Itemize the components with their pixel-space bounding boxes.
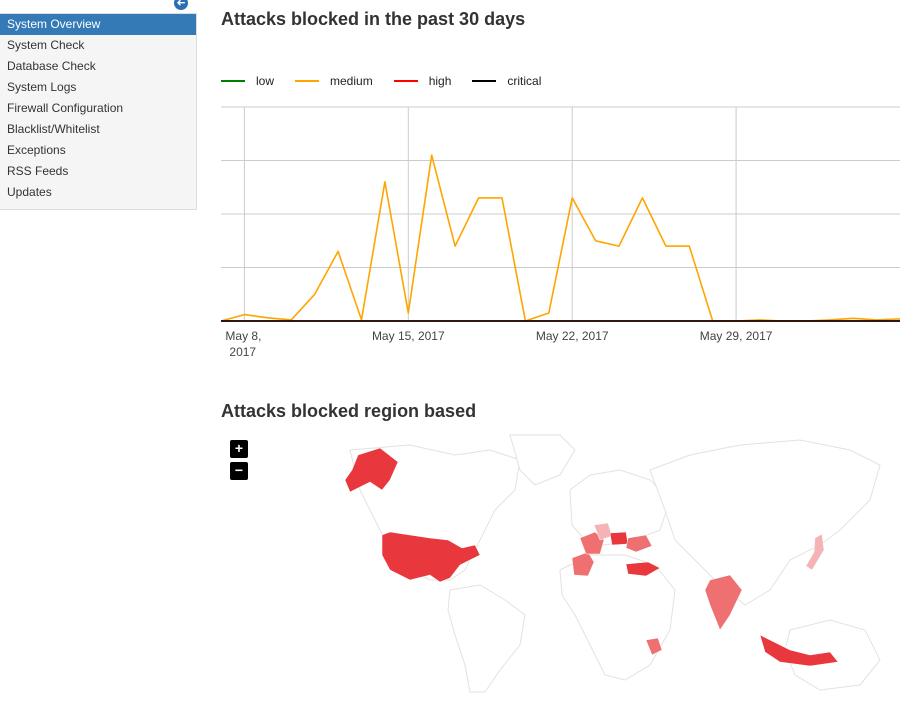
map-zoom-in-button[interactable]: + xyxy=(230,440,248,458)
region-france[interactable] xyxy=(579,531,605,555)
legend-swatch-critical xyxy=(472,80,497,82)
region-united-states-alaska[interactable] xyxy=(344,447,399,493)
legend-label-high: high xyxy=(428,74,452,88)
legend-swatch-high xyxy=(393,80,418,82)
legend-swatch-medium xyxy=(295,80,320,82)
chart-grid xyxy=(221,106,900,322)
map-title: Attacks blocked region based xyxy=(221,401,477,421)
map-land-asia xyxy=(649,439,881,606)
chart-legend: low medium high critical xyxy=(221,73,562,89)
series-line-medium[interactable] xyxy=(220,154,900,322)
legend-item-low[interactable]: low xyxy=(221,74,274,88)
map-land-greenland xyxy=(509,434,576,486)
map-highlighted-regions xyxy=(344,447,839,667)
sidebar-item-system-overview[interactable]: System Overview xyxy=(0,14,196,35)
sidebar-nav: System Overview System Check Database Ch… xyxy=(0,13,197,210)
sidebar-item-system-check[interactable]: System Check xyxy=(7,38,85,52)
sidebar-item-firewall-configuration[interactable]: Firewall Configuration xyxy=(7,101,124,115)
sidebar-item-blacklist-whitelist[interactable]: Blacklist/Whitelist xyxy=(7,122,100,136)
legend-label-low: low xyxy=(256,74,275,88)
legend-swatch-low xyxy=(221,80,245,82)
region-ukraine[interactable] xyxy=(625,534,653,553)
x-tick-label: May 22, 2017 xyxy=(536,329,609,343)
sidebar-item-database-check[interactable]: Database Check xyxy=(7,59,96,73)
legend-label-medium: medium xyxy=(330,74,373,88)
region-turkey[interactable] xyxy=(625,561,661,577)
x-tick-label: May 15, 2017 xyxy=(372,329,445,343)
legend-item-critical[interactable]: critical xyxy=(472,74,541,88)
region-united-states[interactable] xyxy=(381,531,481,583)
region-japan[interactable] xyxy=(805,533,825,571)
chart-title: Attacks blocked in the past 30 days xyxy=(221,9,526,29)
legend-item-high[interactable]: high xyxy=(393,74,452,88)
sidebar-item-system-logs[interactable]: System Logs xyxy=(7,80,77,94)
legend-label-critical: critical xyxy=(507,74,542,88)
map-land-africa xyxy=(559,554,676,681)
map-land-south-america xyxy=(447,584,526,693)
region-kenya[interactable] xyxy=(645,637,663,656)
chart-x-ticks: May 8, 2017 May 15, 2017 May 22, 2017 May 29… xyxy=(225,329,772,359)
map-zoom-out-button[interactable]: − xyxy=(230,462,248,480)
x-tick-label: May 29, 2017 xyxy=(700,329,773,343)
world-map[interactable] xyxy=(290,430,890,700)
attacks-line-chart: May 8, 2017 May 15, 2017 May 22, 2017 May 29… xyxy=(220,106,900,359)
sidebar-item-updates[interactable]: Updates xyxy=(7,185,52,199)
legend-item-medium[interactable]: medium xyxy=(295,74,373,88)
region-poland[interactable] xyxy=(609,531,629,546)
sidebar-item-exceptions[interactable]: Exceptions xyxy=(7,143,66,157)
chart-series-group xyxy=(220,154,900,322)
region-india[interactable] xyxy=(704,574,743,631)
region-indonesia[interactable] xyxy=(759,634,839,667)
sidebar-item-rss-feeds[interactable]: RSS Feeds xyxy=(7,164,69,178)
x-tick-label: May 8, 2017 xyxy=(225,329,261,359)
region-spain[interactable] xyxy=(571,551,595,577)
